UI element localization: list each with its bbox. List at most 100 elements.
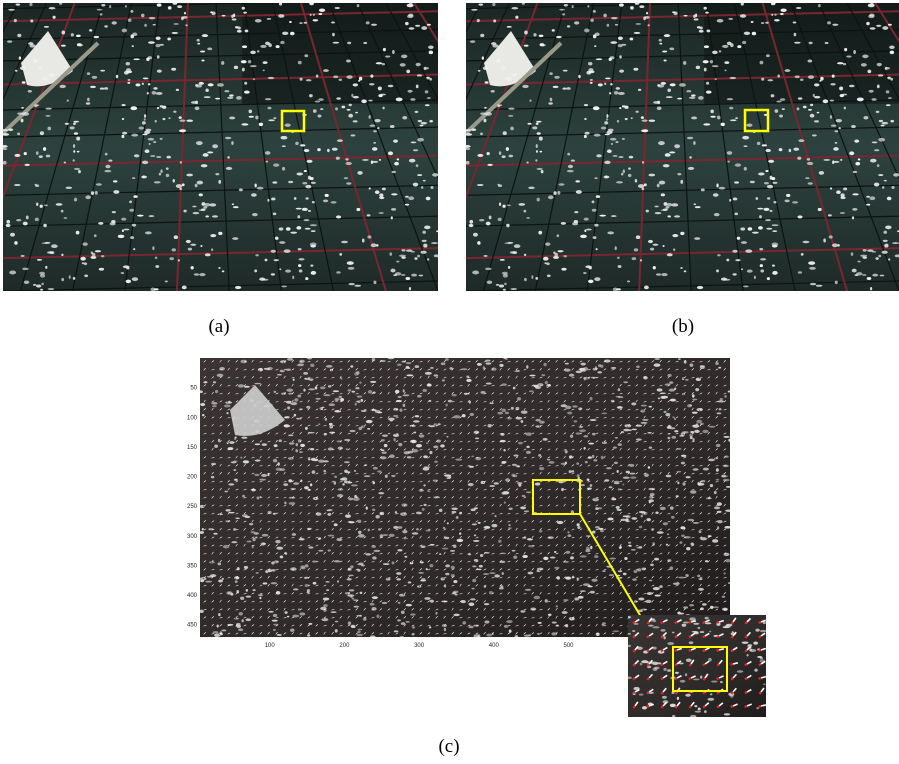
debris xyxy=(830,187,832,189)
debris xyxy=(869,196,875,200)
debris xyxy=(882,251,888,254)
debris xyxy=(403,389,405,392)
debris xyxy=(370,125,376,127)
debris xyxy=(635,179,637,183)
debris xyxy=(1,129,8,131)
debris xyxy=(679,83,686,87)
debris xyxy=(287,616,290,618)
debris xyxy=(462,621,466,624)
debris xyxy=(486,362,492,364)
debris xyxy=(296,208,302,210)
debris xyxy=(706,91,712,94)
debris xyxy=(271,250,276,253)
debris xyxy=(484,620,489,623)
debris xyxy=(366,507,368,510)
debris xyxy=(515,417,522,420)
debris xyxy=(841,193,845,197)
debris xyxy=(294,398,298,402)
debris xyxy=(854,274,858,276)
debris xyxy=(186,174,193,177)
debris xyxy=(618,36,623,40)
debris xyxy=(465,133,472,136)
debris xyxy=(231,141,233,145)
debris xyxy=(41,283,44,286)
debris xyxy=(74,198,77,202)
debris xyxy=(373,482,375,485)
debris xyxy=(347,594,354,597)
debris xyxy=(564,4,568,7)
debris xyxy=(743,145,747,147)
debris xyxy=(588,280,594,283)
debris xyxy=(619,69,624,72)
debris xyxy=(795,75,800,78)
debris xyxy=(517,482,522,484)
debris xyxy=(613,447,617,449)
debris xyxy=(100,13,103,15)
debris xyxy=(792,201,798,204)
debris xyxy=(160,105,164,107)
debris xyxy=(148,56,153,59)
debris xyxy=(671,436,676,439)
debris xyxy=(685,379,689,381)
debris xyxy=(341,106,345,109)
debris xyxy=(735,259,740,261)
debris xyxy=(584,132,589,135)
flow-vector xyxy=(395,426,396,427)
flow-vector xyxy=(379,434,380,435)
debris xyxy=(144,118,146,121)
debris xyxy=(356,208,360,211)
debris xyxy=(336,215,341,218)
debris xyxy=(286,389,293,392)
debris xyxy=(294,197,297,200)
flow-vector xyxy=(435,378,436,379)
debris xyxy=(724,69,726,71)
debris xyxy=(227,156,229,159)
debris xyxy=(809,267,816,270)
flow-vector xyxy=(227,410,228,411)
debris xyxy=(776,101,781,103)
debris xyxy=(374,119,380,122)
debris xyxy=(145,149,150,153)
debris xyxy=(137,215,144,217)
debris xyxy=(85,195,91,199)
debris xyxy=(594,45,596,47)
debris xyxy=(417,255,420,258)
debris xyxy=(203,153,209,157)
debris xyxy=(265,151,270,155)
debris xyxy=(609,486,613,488)
debris xyxy=(518,442,523,445)
debris xyxy=(527,572,533,575)
debris xyxy=(800,78,804,81)
debris xyxy=(421,545,426,547)
debris xyxy=(636,23,641,25)
debris xyxy=(391,269,396,273)
debris xyxy=(673,248,675,251)
debris xyxy=(644,474,649,477)
debris xyxy=(419,434,425,437)
debris xyxy=(44,204,48,206)
debris xyxy=(259,479,266,481)
debris xyxy=(771,14,773,16)
debris xyxy=(565,363,569,365)
debris xyxy=(723,479,730,482)
flow-vector xyxy=(251,450,252,451)
debris xyxy=(851,252,854,255)
debris xyxy=(641,515,643,518)
debris xyxy=(121,272,125,274)
debris xyxy=(766,54,770,57)
debris xyxy=(601,127,607,130)
debris xyxy=(200,580,204,583)
debris xyxy=(243,12,247,14)
debris xyxy=(649,446,653,448)
debris xyxy=(335,621,338,623)
debris xyxy=(430,186,433,189)
flow-vector xyxy=(275,482,276,483)
debris xyxy=(772,273,776,275)
debris xyxy=(60,85,66,88)
debris xyxy=(717,19,724,23)
debris xyxy=(217,83,224,87)
debris xyxy=(580,235,587,238)
debris xyxy=(329,423,333,426)
debris xyxy=(8,9,15,11)
debris xyxy=(468,483,474,486)
